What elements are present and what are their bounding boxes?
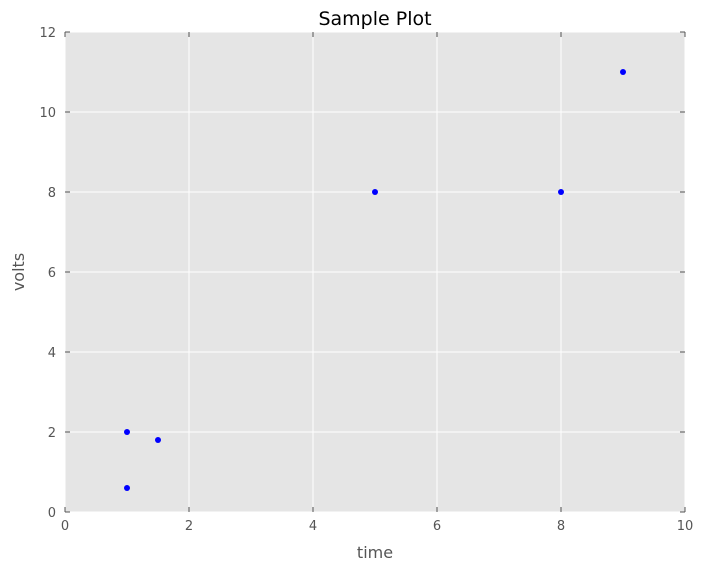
tick-labels: 0 2 4 6 8 10 0 2 4 6 8 10 12: [39, 26, 693, 534]
y-tick-label: 4: [48, 346, 56, 361]
data-point: [124, 429, 130, 435]
x-axis-label: time: [357, 543, 393, 562]
y-tick-label: 2: [48, 426, 56, 441]
data-point: [620, 69, 626, 75]
data-point: [372, 189, 378, 195]
data-point: [155, 437, 161, 443]
chart-title: Sample Plot: [318, 8, 431, 30]
y-tick-label: 6: [48, 266, 56, 281]
x-tick-label: 6: [433, 519, 441, 534]
data-points: [124, 69, 626, 491]
y-tick-label: 12: [39, 26, 56, 41]
y-axis-label: volts: [9, 253, 28, 291]
x-tick-label: 0: [61, 519, 69, 534]
x-tick-label: 8: [557, 519, 565, 534]
y-tick-label: 8: [48, 186, 56, 201]
y-tick-label: 10: [39, 106, 56, 121]
y-tick-label: 0: [48, 506, 56, 521]
x-tick-label: 4: [309, 519, 317, 534]
data-point: [558, 189, 564, 195]
x-tick-label: 10: [677, 519, 694, 534]
x-tick-label: 2: [185, 519, 193, 534]
data-point: [124, 485, 130, 491]
axis-ticks: [64, 31, 686, 513]
